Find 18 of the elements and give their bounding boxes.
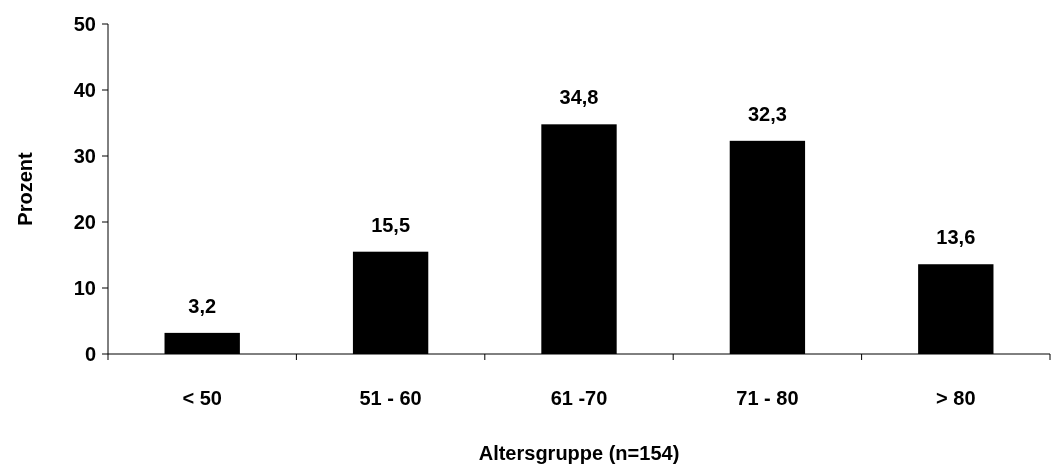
y-tick-label: 40 xyxy=(73,79,96,101)
x-tick-label: 71 - 80 xyxy=(736,387,799,409)
y-tick-label: 30 xyxy=(73,145,96,167)
y-axis-title: Prozent xyxy=(14,151,36,226)
data-label: 34,8 xyxy=(559,86,599,109)
y-tick-label: 50 xyxy=(73,13,96,35)
data-label: 3,2 xyxy=(188,294,217,317)
y-tick-label: 0 xyxy=(84,343,96,365)
x-tick-label: 61 -70 xyxy=(550,387,608,409)
data-label: 15,5 xyxy=(371,213,411,236)
data-label: 32,3 xyxy=(747,102,787,125)
x-tick-label: < 50 xyxy=(182,387,222,409)
y-tick-label: 20 xyxy=(73,211,96,233)
x-axis-title: Altersgruppe (n=154) xyxy=(478,442,680,464)
y-tick-label: 10 xyxy=(73,277,96,299)
x-tick-label: 51 - 60 xyxy=(359,387,422,409)
x-tick-label: > 80 xyxy=(936,387,976,409)
data-label: 13,6 xyxy=(936,226,976,249)
